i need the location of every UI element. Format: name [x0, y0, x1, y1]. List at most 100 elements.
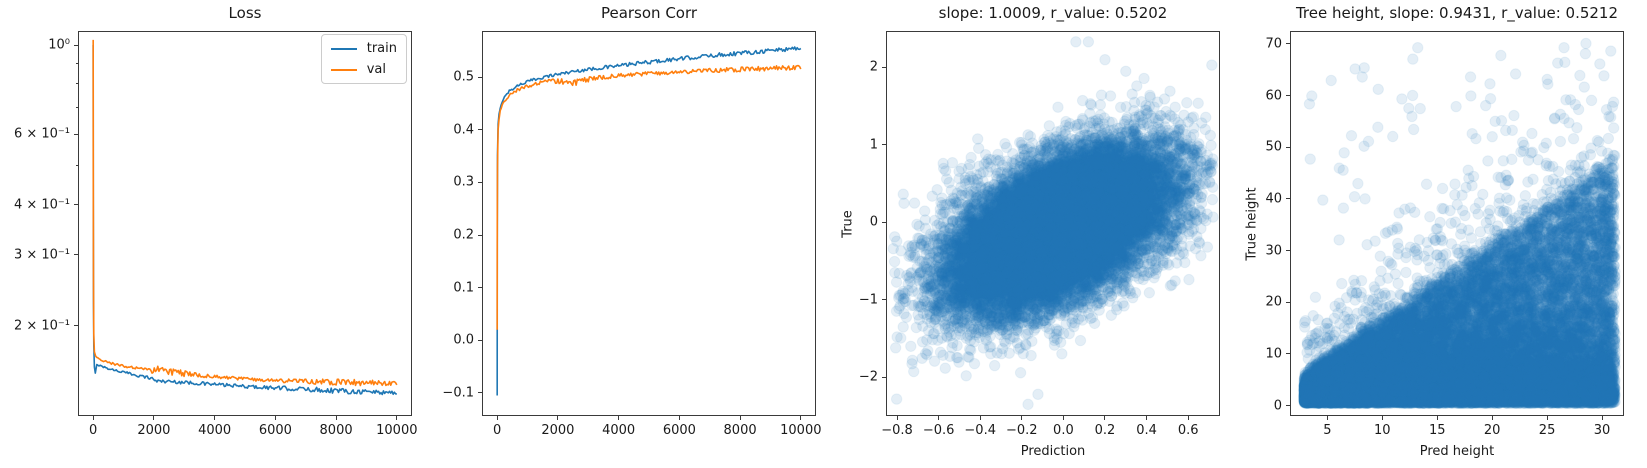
- y-tick-label: 2: [869, 59, 878, 75]
- x-tick-mark: [618, 416, 620, 420]
- x-tick-label: 0: [493, 423, 502, 438]
- y-tick-label: −1: [858, 292, 878, 308]
- loss-plot-title: Loss: [228, 4, 262, 22]
- x-tick-label: 0.2: [1094, 423, 1116, 438]
- x-tick-mark: [800, 416, 802, 420]
- y-tick-label: 60: [1265, 88, 1282, 104]
- x-tick-label: −0.6: [922, 423, 955, 438]
- y-tick-mark: [74, 44, 78, 46]
- y-tick-label: 10⁰: [48, 37, 70, 53]
- x-tick-mark: [335, 416, 337, 420]
- prediction-scatter-canvas: [886, 31, 1220, 416]
- y-tick-mark: [478, 234, 482, 236]
- x-tick-label: 6000: [258, 423, 292, 438]
- tree-height-scatter-canvas: [1290, 31, 1624, 416]
- y-tick-label: 0.0: [453, 332, 474, 348]
- y-tick-mark: [75, 83, 78, 85]
- x-tick-label: 0.4: [1136, 423, 1157, 438]
- prediction-x-axis-label: Prediction: [1020, 444, 1086, 459]
- y-tick-label: 70: [1265, 36, 1282, 52]
- x-tick-label: 2000: [137, 423, 171, 438]
- legend-label-train: train: [366, 41, 397, 56]
- prediction-scatter-title: slope: 1.0009, r_value: 0.5202: [938, 4, 1168, 22]
- y-tick-mark: [1286, 301, 1290, 303]
- y-tick-mark: [882, 66, 886, 68]
- y-tick-mark: [882, 144, 886, 146]
- y-tick-label: 0.3: [453, 174, 474, 190]
- y-tick-mark: [478, 287, 482, 289]
- legend: train val: [320, 34, 407, 84]
- x-tick-mark: [979, 416, 981, 420]
- x-tick-label: 10000: [780, 423, 822, 438]
- y-tick-mark: [882, 299, 886, 301]
- y-tick-label: 0.4: [453, 122, 474, 138]
- x-tick-label: 10: [1374, 423, 1391, 438]
- y-tick-label: 0: [1273, 398, 1282, 414]
- y-tick-label: −0.1: [442, 385, 474, 401]
- x-tick-label: 30: [1593, 423, 1611, 438]
- subplot-loss: Loss train val 0 2000 4000 6000 8000 10000 10⁰…: [14, 4, 418, 438]
- x-tick-mark: [1381, 416, 1383, 420]
- y-tick-mark: [1286, 146, 1290, 148]
- x-tick-label: 4000: [198, 423, 232, 438]
- loss-plot-canvas: [78, 31, 412, 416]
- y-tick-label: 0: [869, 214, 878, 230]
- y-tick-mark: [75, 165, 78, 167]
- y-tick-mark: [74, 204, 78, 206]
- y-tick-label: 0.1: [453, 280, 474, 296]
- x-tick-label: 0: [89, 423, 98, 438]
- x-tick-label: −0.8: [881, 423, 913, 438]
- x-tick-mark: [1546, 416, 1548, 420]
- x-tick-label: 0.6: [1177, 423, 1199, 438]
- x-tick-mark: [274, 416, 276, 420]
- x-tick-mark: [153, 416, 155, 420]
- y-tick-label: 30: [1265, 243, 1282, 259]
- x-tick-label: 0.0: [1053, 423, 1074, 438]
- x-tick-label: 4000: [602, 423, 636, 438]
- x-tick-mark: [396, 416, 398, 420]
- x-tick-mark: [557, 416, 559, 420]
- legend-item-val: val: [330, 61, 397, 78]
- y-tick-label: 3 × 10⁻¹: [13, 247, 70, 263]
- train-line-swatch: [330, 47, 357, 50]
- x-tick-mark: [896, 416, 898, 420]
- pearson-corr-plot-canvas: [482, 31, 816, 416]
- y-tick-label: −2: [858, 369, 878, 385]
- x-tick-label: 20: [1483, 423, 1501, 438]
- x-tick-label: 15: [1428, 423, 1446, 438]
- y-tick-label: 20: [1265, 294, 1282, 310]
- pearson-corr-plot-title: Pearson Corr: [600, 4, 698, 22]
- tree-height-scatter-title: Tree height, slope: 0.9431, r_value: 0.5…: [1295, 4, 1619, 22]
- x-tick-mark: [214, 416, 216, 420]
- y-tick-mark: [75, 106, 78, 108]
- x-tick-label: 8000: [319, 423, 353, 438]
- y-tick-mark: [74, 133, 78, 135]
- y-tick-label: 6 × 10⁻¹: [13, 126, 70, 142]
- x-tick-label: −0.2: [1006, 423, 1038, 438]
- y-tick-mark: [75, 62, 78, 64]
- y-tick-mark: [478, 392, 482, 394]
- x-tick-label: 10000: [376, 423, 418, 438]
- x-tick-label: 6000: [662, 423, 696, 438]
- y-tick-label: 1: [869, 137, 878, 153]
- x-tick-mark: [1104, 416, 1106, 420]
- x-tick-mark: [92, 416, 94, 420]
- subplot-prediction-scatter: slope: 1.0009, r_value: 0.5202 Predictio…: [841, 4, 1220, 459]
- y-tick-label: 2 × 10⁻¹: [13, 318, 70, 334]
- subplot-tree-height-scatter: Tree height, slope: 0.9431, r_value: 0.5…: [1245, 4, 1624, 459]
- y-tick-label: 50: [1265, 139, 1282, 155]
- x-tick-label: 8000: [723, 423, 757, 438]
- x-tick-label: 2000: [541, 423, 575, 438]
- x-tick-label: 25: [1538, 423, 1556, 438]
- y-tick-label: 0.2: [453, 227, 474, 243]
- tree-height-x-axis-label: Pred height: [1419, 444, 1495, 459]
- x-tick-mark: [1326, 416, 1328, 420]
- y-tick-label: 0.5: [453, 69, 474, 85]
- x-tick-mark: [739, 416, 741, 420]
- y-tick-mark: [478, 339, 482, 341]
- y-tick-mark: [478, 129, 482, 131]
- y-tick-mark: [74, 254, 78, 256]
- x-tick-mark: [1062, 416, 1064, 420]
- x-tick-mark: [496, 416, 498, 420]
